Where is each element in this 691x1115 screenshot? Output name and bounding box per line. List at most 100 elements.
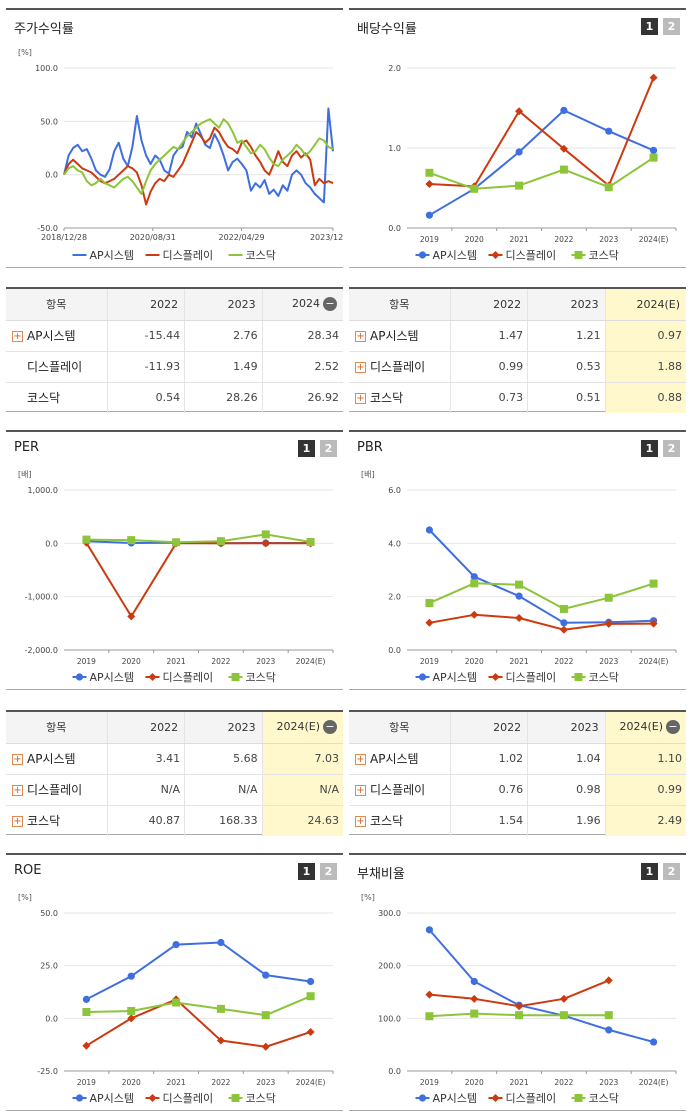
dividend-chart: 2.0 1.0 0.0 2019 2020 2021 2022 2023 2024(E) AP시스… [388, 64, 677, 262]
y-tick-label: -2,000.0 [25, 646, 58, 655]
point-marker [82, 995, 91, 1003]
roe-panel: ROE 1 2 [%] 50.0 25.0 0.0 -25.0 2019 2020 2021 2… [6, 853, 343, 1111]
expand-plus-icon[interactable]: + [355, 816, 366, 828]
stock-return-table: 항목 2022 2023 2024− + AP시스템 -15.44 2.76 28.34 디스플레… [6, 289, 343, 413]
table-row: + 코스닥 0.73 0.51 0.88 [349, 382, 686, 413]
value-cell: 0.97 [604, 320, 686, 352]
expand-plus-icon[interactable]: + [355, 393, 366, 405]
panel-title: 배당수익률 [357, 22, 417, 37]
y-tick-label: -25.0 [37, 1067, 58, 1076]
series-disp [63, 126, 334, 206]
view-2-button[interactable]: 2 [663, 440, 680, 457]
row-label: AP시스템 [27, 752, 76, 766]
point-marker [649, 1038, 658, 1046]
column-header-label: 2023 [227, 720, 256, 734]
expand-plus-icon[interactable]: + [355, 331, 366, 342]
legend-label: 코스닥 [246, 1092, 276, 1105]
table-row: + 디스플레이 N/A N/A N/A [6, 774, 343, 806]
point-marker [515, 181, 524, 190]
pbr-panel: PBR 1 2 [배] 6.0 4.0 2.0 0.0 2019 2020 2021 2022 2… [349, 430, 686, 690]
column-header: 항목 [349, 289, 451, 321]
y-tick-label: 100.0 [35, 64, 58, 73]
collapse-icon[interactable]: − [323, 297, 337, 312]
point-marker [425, 926, 434, 934]
point-marker [306, 992, 315, 1001]
x-tick-label: 2019 [77, 1078, 96, 1087]
collapse-icon[interactable]: − [323, 720, 337, 735]
dividend-table: 항목 2022 2023 2024(E) + AP시스템 1.47 1.21 0.97 + 디스플레… [349, 289, 686, 413]
point-marker [148, 1094, 157, 1102]
expand-plus-icon[interactable]: + [355, 754, 366, 765]
view-2-button[interactable]: 2 [663, 18, 680, 35]
x-tick-label: 2023/12/28 [310, 233, 343, 242]
point-marker [574, 673, 583, 681]
point-marker [261, 1042, 270, 1051]
y-tick-label: 200.0 [378, 962, 401, 971]
legend-label: AP시스템 [433, 671, 478, 684]
point-marker [425, 1012, 434, 1021]
series-line [429, 156, 655, 190]
row-label: 코스닥 [370, 391, 404, 406]
table-row: 디스플레이 -11.93 1.49 2.52 [6, 351, 343, 383]
value-cell: 1.04 [527, 743, 606, 775]
series-ap [82, 938, 315, 1003]
legend: AP시스템 디스플레이 코스닥 [72, 1092, 276, 1105]
expand-plus-icon[interactable]: + [12, 785, 23, 796]
y-tick-label: 50.0 [40, 117, 58, 126]
legend: AP시스템 디스플레이 코스닥 [415, 249, 619, 262]
view-1-button[interactable]: 1 [298, 440, 315, 457]
column-header-label: 항목 [389, 721, 410, 735]
expand-plus-icon[interactable]: + [12, 331, 23, 342]
value-cell: 0.51 [527, 382, 606, 413]
row-label-cell: + 디스플레이 [349, 351, 451, 383]
view-2-button[interactable]: 2 [663, 863, 680, 880]
point-marker [559, 625, 568, 634]
expand-plus-icon[interactable]: + [12, 816, 23, 828]
expand-plus-icon[interactable]: + [355, 362, 366, 373]
view-1-button[interactable]: 1 [298, 863, 315, 880]
pbr-chart: [배] 6.0 4.0 2.0 0.0 2019 2020 2021 2022 2023 2024(… [361, 470, 677, 684]
x-tick-label: 2024(E) [639, 235, 669, 244]
legend-label: 코스닥 [589, 1092, 619, 1105]
y-unit-label: [%] [18, 893, 32, 902]
point-marker [172, 538, 181, 547]
point-marker [574, 251, 583, 259]
value-cell: 24.63 [261, 805, 343, 836]
legend: AP시스템 디스플레이 코스닥 [72, 249, 276, 262]
value-cell: 1.49 [184, 351, 263, 383]
table-row: + AP시스템 1.47 1.21 0.97 [349, 320, 686, 352]
column-header-label: 2022 [493, 720, 522, 734]
legend-item: AP시스템 [415, 249, 477, 262]
table-row: + AP시스템 1.02 1.04 1.10 [349, 743, 686, 775]
collapse-icon[interactable]: − [666, 720, 680, 735]
expand-plus-icon[interactable]: + [12, 754, 23, 765]
table-header-row: 항목 2022 2023 2024− [6, 289, 343, 321]
view-1-button[interactable]: 1 [641, 440, 658, 457]
per-table: 항목 2022 2023 2024(E) − + AP시스템 3.41 5.68 7.03 + 디스플… [6, 712, 343, 836]
view-2-button[interactable]: 2 [320, 440, 337, 457]
legend-item: 코스닥 [228, 249, 276, 262]
view-1-button[interactable]: 1 [641, 863, 658, 880]
point-marker [515, 1011, 524, 1020]
value-cell: 1.02 [449, 743, 528, 775]
x-tick-label: 2020 [122, 657, 141, 666]
point-marker [75, 673, 84, 681]
debt-ratio-panel: 부채비율 1 2 [%] 300.0 200.0 100.0 0.0 2019 2020 20… [349, 853, 686, 1111]
x-tick-label: 2022 [554, 1078, 573, 1087]
y-tick-label: -1,000.0 [25, 593, 58, 602]
point-marker [216, 1004, 225, 1013]
legend-item: 코스닥 [571, 671, 619, 684]
column-header-label: 항목 [46, 298, 67, 312]
view-1-button[interactable]: 1 [641, 18, 658, 35]
value-cell: 2.76 [184, 320, 263, 352]
point-marker [306, 1028, 315, 1037]
value-cell: -11.93 [106, 351, 185, 383]
legend-item: 디스플레이 [145, 249, 213, 262]
expand-plus-icon[interactable]: + [355, 785, 366, 796]
point-marker [261, 539, 270, 548]
series-ap [425, 106, 658, 219]
x-tick-label: 2020/08/31 [130, 233, 176, 242]
view-2-button[interactable]: 2 [320, 863, 337, 880]
value-cell: 0.99 [604, 774, 686, 806]
series-kosdaq [82, 992, 315, 1020]
